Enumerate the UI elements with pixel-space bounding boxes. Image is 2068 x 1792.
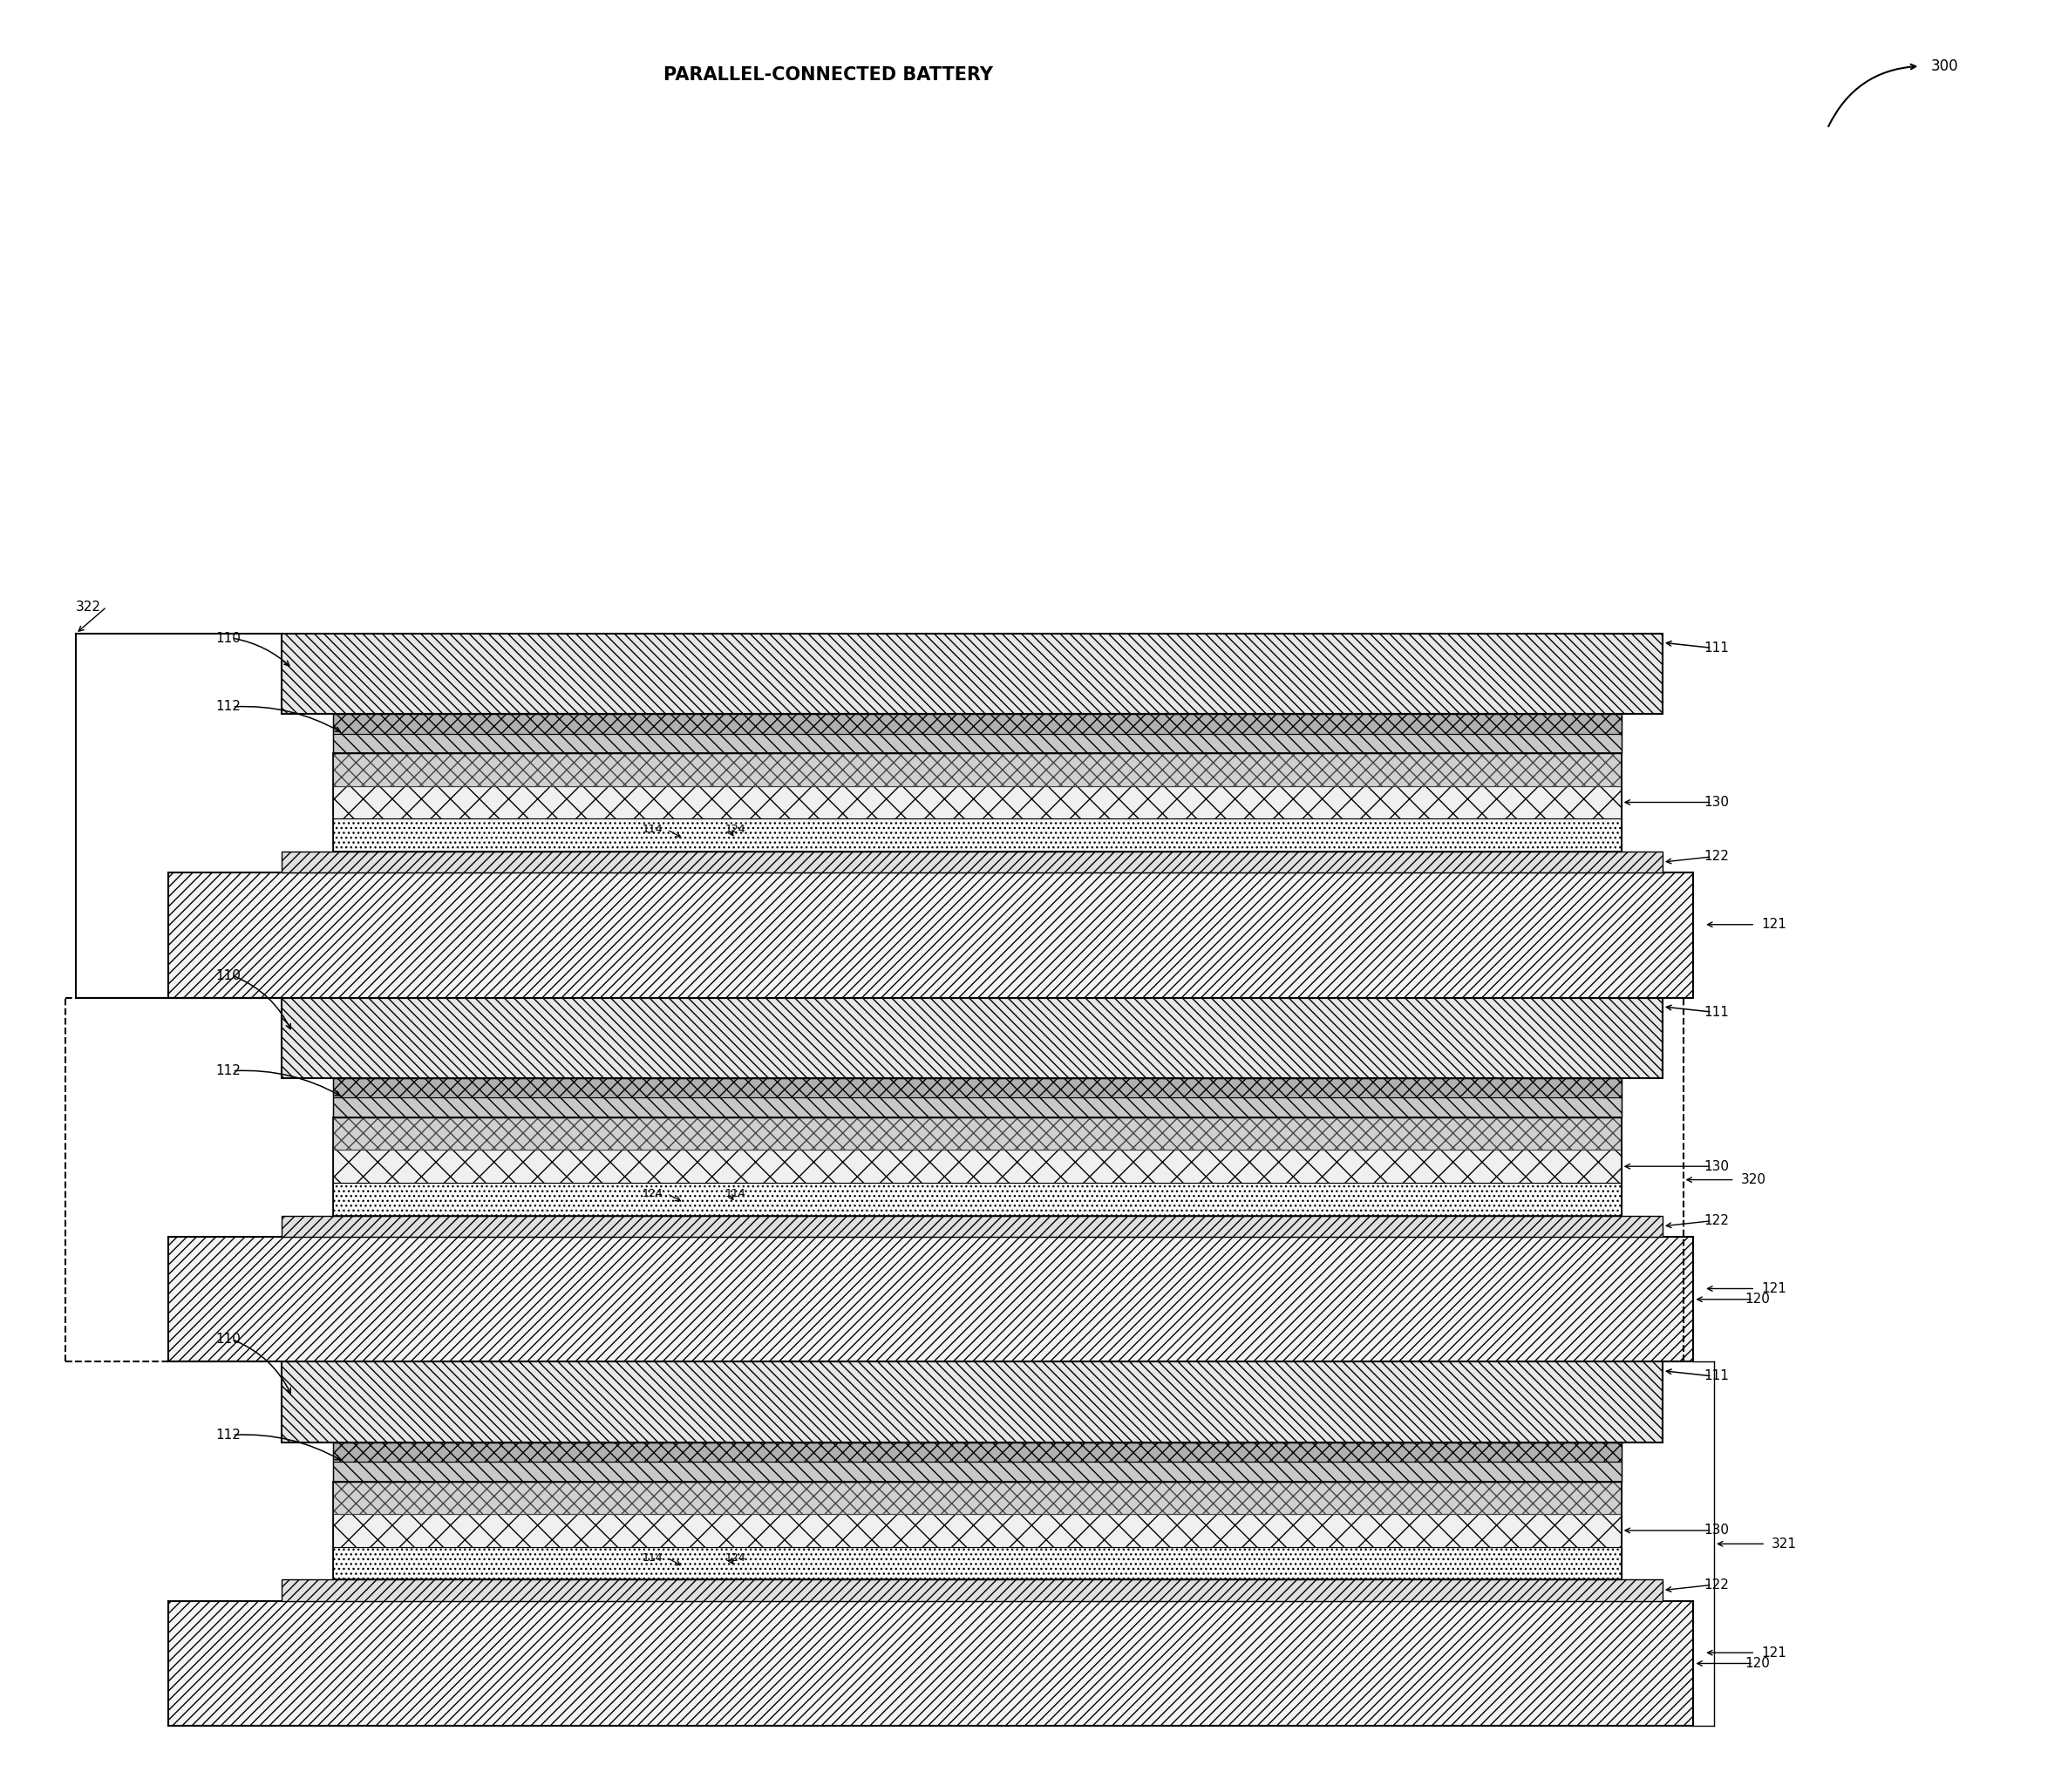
Text: 111: 111 (1704, 1005, 1729, 1018)
Text: 130: 130 (1704, 1159, 1729, 1174)
Text: 121: 121 (1762, 1647, 1787, 1659)
Bar (333, 1098, 1621, 1116)
Text: 130: 130 (1704, 1523, 1729, 1538)
Bar (333, 1079, 1621, 1116)
Bar (168, 1236, 1694, 1362)
Bar (333, 1546, 1621, 1579)
Bar (281, 851, 1663, 873)
Bar (168, 1600, 1694, 1726)
Bar (281, 998, 1663, 1079)
Bar (333, 819, 1621, 851)
Text: 300: 300 (1929, 59, 1958, 73)
Text: 130: 130 (1704, 796, 1729, 808)
Text: 320: 320 (1741, 1174, 1766, 1186)
Text: 112: 112 (215, 1064, 240, 1077)
Text: 322: 322 (77, 600, 101, 613)
Text: 114: 114 (726, 1188, 744, 1199)
Text: 122: 122 (1704, 1215, 1729, 1228)
Text: 120: 120 (1745, 1658, 1770, 1670)
Text: 111: 111 (1704, 642, 1729, 654)
Bar (333, 1079, 1621, 1098)
Bar (333, 1482, 1621, 1579)
Bar (281, 1362, 1663, 1443)
Bar (333, 1462, 1621, 1482)
Bar (333, 713, 1621, 733)
Text: 114: 114 (643, 824, 664, 835)
Bar (333, 733, 1621, 753)
Text: 124: 124 (643, 1188, 664, 1199)
Bar (333, 1116, 1621, 1215)
Text: 114: 114 (643, 1552, 664, 1563)
Bar (333, 1482, 1621, 1514)
Bar (333, 1150, 1621, 1183)
Text: 112: 112 (215, 1428, 240, 1441)
Bar (333, 713, 1621, 753)
Bar (281, 634, 1663, 713)
Text: 110: 110 (215, 631, 240, 645)
Text: 122: 122 (1704, 849, 1729, 864)
Bar (281, 1215, 1663, 1236)
Text: 110: 110 (215, 1333, 240, 1346)
Bar (333, 787, 1621, 819)
Bar (333, 1443, 1621, 1482)
Bar (333, 1443, 1621, 1462)
Bar (333, 1514, 1621, 1546)
Text: 120: 120 (1745, 1292, 1770, 1306)
Bar (333, 1183, 1621, 1215)
Text: PARALLEL-CONNECTED BATTERY: PARALLEL-CONNECTED BATTERY (664, 66, 993, 84)
Bar (333, 753, 1621, 787)
Text: 111: 111 (1704, 1369, 1729, 1383)
Text: 321: 321 (1772, 1538, 1797, 1550)
Bar (168, 873, 1694, 998)
Text: 124: 124 (726, 824, 744, 835)
Text: 110: 110 (215, 969, 240, 982)
Text: 121: 121 (1762, 1281, 1787, 1296)
Text: 112: 112 (215, 701, 240, 713)
Bar (333, 753, 1621, 851)
Bar (333, 1116, 1621, 1150)
Text: 122: 122 (1704, 1579, 1729, 1591)
Text: 124: 124 (726, 1552, 744, 1563)
Text: 121: 121 (1762, 918, 1787, 932)
Bar (281, 1579, 1663, 1600)
